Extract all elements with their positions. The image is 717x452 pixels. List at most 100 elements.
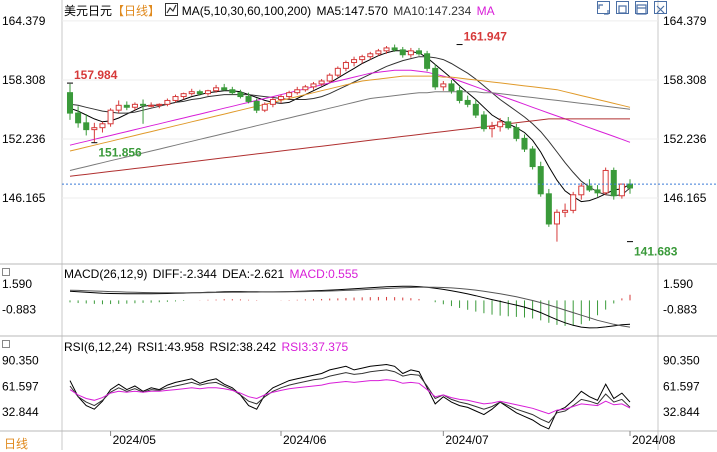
candle-body [164, 99, 171, 105]
candle-body [618, 183, 625, 197]
price-grid [62, 20, 658, 199]
rsi-line-rsi1 [69, 363, 631, 430]
rsi-tick-label-left: 61.597 [2, 379, 39, 393]
macd-settings-icon[interactable] [2, 268, 10, 276]
candle-body [505, 121, 512, 129]
ma30-label: MA [476, 4, 495, 18]
candle-body [286, 92, 293, 98]
candle-body [253, 100, 260, 111]
candle-body [545, 193, 552, 225]
rsi1-value: RSI1:43.958 [137, 340, 205, 354]
rsi3-value: RSI3:37.375 [281, 340, 349, 354]
price-tick-label-left: 158.308 [2, 73, 46, 87]
candle-body [464, 99, 471, 105]
close-icon[interactable] [654, 1, 667, 14]
ma-settings-icon[interactable] [165, 3, 179, 16]
candle-body [188, 91, 195, 95]
candle-body [489, 126, 496, 130]
date-axis-labels: 2024/05 2024/06 2024/07 2024/08 [110, 431, 676, 447]
candle-body [213, 87, 220, 92]
candle-body [578, 185, 585, 196]
rsi-tick-label-left: 90.350 [2, 354, 39, 368]
candle-body [586, 185, 593, 191]
candle-body [375, 50, 382, 55]
expand-glyph [598, 4, 609, 15]
close-glyph [656, 5, 665, 14]
expand-icon[interactable] [597, 1, 610, 15]
candle-body [424, 53, 431, 69]
rsi-header: RSI(6,12,24) RSI1:43.958 RSI2:38.242 RSI… [64, 340, 348, 354]
price-tick-label-right: 164.379 [663, 14, 707, 28]
price-annotations: 161.947 157.984 151.856 141.683 [67, 30, 678, 259]
extreme-price-label: 151.856 [98, 146, 142, 160]
date-label: 2024/08 [632, 433, 676, 447]
candle-body [432, 67, 439, 88]
candle-body [367, 53, 374, 58]
rsi-tick-label-right: 61.597 [663, 379, 700, 393]
macd-histogram [69, 294, 631, 326]
rsi-axis-ticks: 90.350 90.350 61.597 61.597 32.844 32.844 [2, 354, 700, 419]
candle-body [529, 148, 536, 168]
macd-lines [69, 285, 631, 329]
macd-tick-label-right: 1.590 [663, 277, 693, 291]
candle-body [172, 96, 179, 101]
window-glyph [636, 4, 647, 15]
candle-body [626, 183, 634, 189]
candle-body [570, 194, 577, 211]
macd-diff-value: DIFF:-2.344 [152, 267, 217, 281]
rsi-lines [69, 363, 631, 430]
candle-body [456, 90, 463, 101]
ma-line-ma60 [69, 75, 631, 152]
window-icon[interactable] [635, 1, 648, 15]
ma-line-ma10 [69, 56, 631, 197]
macd-tick-label-right: -0.883 [663, 302, 697, 316]
candle-body [553, 211, 560, 225]
candle-body [123, 104, 130, 108]
rsi-line-rsi2 [69, 369, 631, 424]
candle-body [107, 109, 114, 125]
rsi-settings-icon[interactable] [2, 340, 10, 348]
ma5-value: MA5:147.570 [316, 4, 388, 18]
candle-body [334, 67, 341, 76]
candle-body [480, 114, 487, 130]
price-tick-label-left: 152.236 [2, 132, 46, 146]
candle-body [602, 169, 609, 194]
price-tick-label-left: 164.379 [2, 14, 46, 28]
candle-body [513, 127, 520, 139]
candle-body [472, 103, 479, 116]
rsi-tick-label-left: 32.844 [2, 405, 39, 419]
candle-body [318, 80, 325, 85]
symbol-label: 美元日元 [64, 4, 113, 18]
restore-icon[interactable] [616, 1, 629, 14]
macd-tick-label-left: 1.590 [2, 277, 32, 291]
candle-body [294, 89, 301, 94]
date-label: 2024/07 [445, 433, 489, 447]
rsi-title: RSI(6,12,24) [64, 340, 133, 354]
ma-line-ma100 [69, 91, 631, 171]
candle-body [148, 104, 155, 107]
candle-body [359, 56, 366, 61]
candle-body [562, 209, 569, 213]
candle-body [91, 127, 98, 131]
candle-body [302, 86, 309, 91]
candle-body [83, 122, 90, 131]
ma-line-ma200 [69, 118, 630, 177]
macd-title: MACD(26,12,9) [64, 267, 148, 281]
candle-body [204, 90, 211, 95]
candle-body [415, 50, 423, 55]
ma-params-label: MA(5,10,30,60,100,200) [181, 4, 312, 18]
ma-line-ma5 [69, 50, 631, 203]
candlesticks [66, 44, 634, 242]
bottom-period-label[interactable]: 日线 [4, 437, 29, 451]
ma-line-ma30 [69, 69, 631, 146]
candle-body [131, 103, 138, 108]
candle-body [399, 49, 406, 56]
period-label[interactable]: 【日线】 [112, 4, 161, 18]
candle-body [448, 83, 455, 92]
candle-body [440, 83, 447, 88]
candle-body [180, 93, 187, 98]
macd-header: MACD(26,12,9) DIFF:-2.344 DEA:-2.621 MAC… [64, 267, 358, 281]
candle-body [261, 103, 268, 111]
